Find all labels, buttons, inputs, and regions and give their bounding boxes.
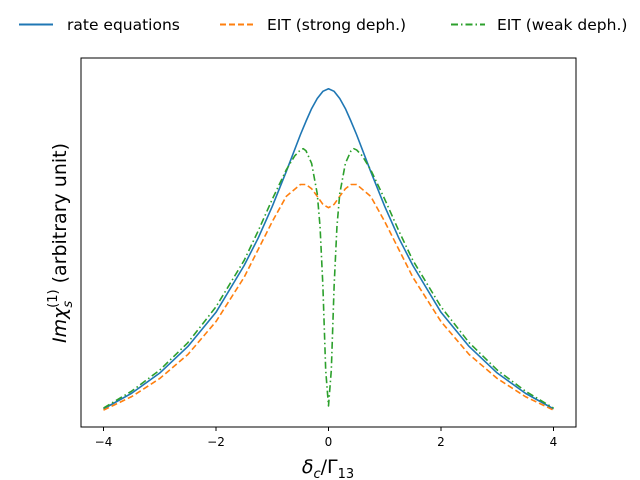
- plot-area: [81, 58, 576, 427]
- legend-label-eit-strong: EIT (strong deph.): [267, 16, 406, 34]
- x-tick-label: 0: [325, 435, 333, 449]
- x-tick-label: 2: [437, 435, 445, 449]
- x-tick-label: −4: [95, 435, 113, 449]
- legend-label-rate-equations: rate equations: [67, 16, 180, 34]
- legend: rate equations EIT (strong deph.) EIT (w…: [19, 16, 627, 34]
- x-tick-label: 4: [550, 435, 558, 449]
- series-line-eit-strong-deph: [103, 183, 554, 411]
- series-line-eit-weak-deph: [103, 147, 554, 409]
- legend-entry-eit-weak[interactable]: EIT (weak deph.): [451, 16, 627, 34]
- x-axis-ticks: −4 −2 0 2 4: [95, 427, 558, 449]
- x-tick-label: −2: [207, 435, 225, 449]
- legend-entry-eit-strong[interactable]: EIT (strong deph.): [220, 16, 406, 34]
- series-layer: [103, 87, 554, 411]
- series-line-rate-equations: [103, 87, 554, 410]
- x-axis-label: δc/Γ13: [302, 456, 354, 480]
- legend-label-eit-weak: EIT (weak deph.): [497, 16, 627, 34]
- y-axis-label: Imχs(1) (arbitrary unit): [46, 143, 76, 343]
- legend-entry-rate-equations[interactable]: rate equations: [19, 16, 180, 34]
